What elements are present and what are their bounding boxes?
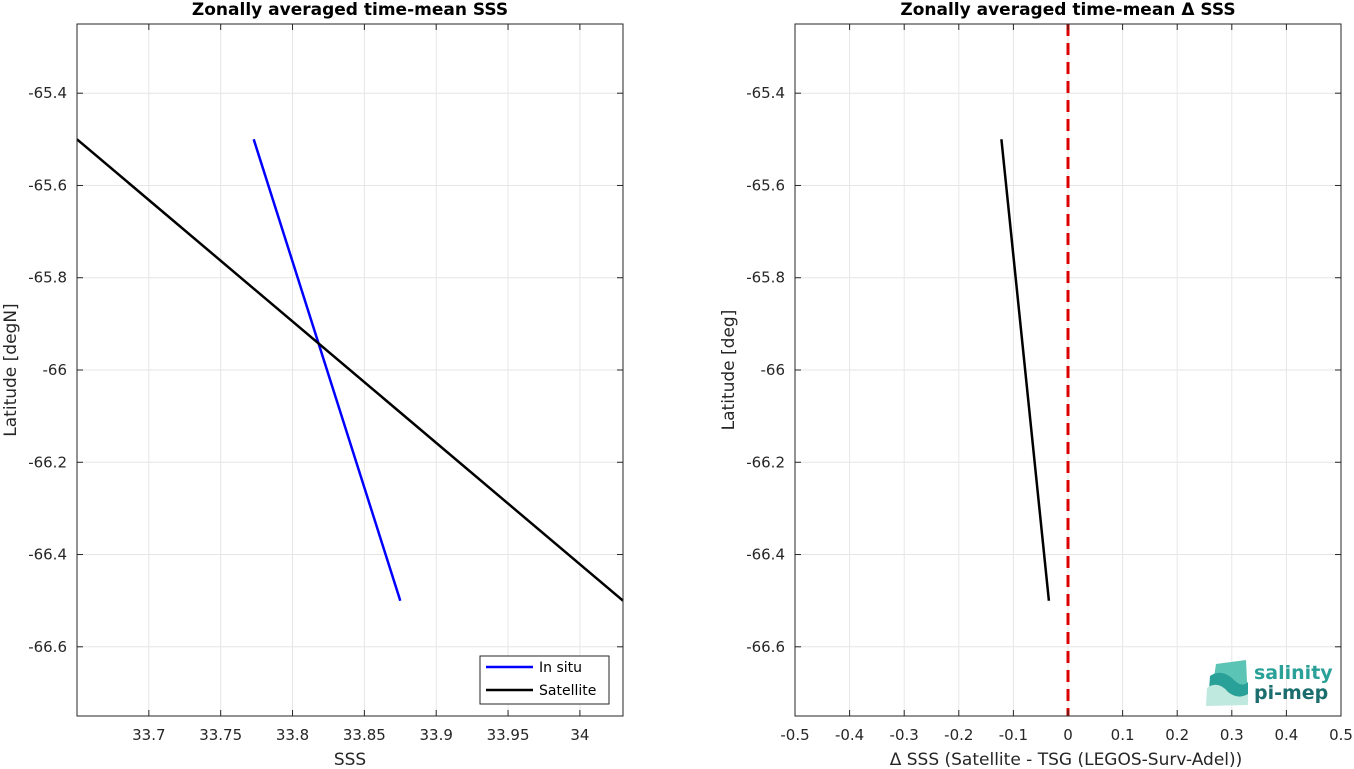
- legend-label-satellite: Satellite: [539, 683, 596, 699]
- right-y-tick-label: -66.6: [746, 638, 785, 656]
- series-line-delta-sss: [1000, 139, 1051, 601]
- left-y-tick-label: -65.8: [28, 269, 67, 287]
- left-chart-title: Zonally averaged time-mean SSS: [192, 0, 508, 20]
- right-x-tick-label: 0.4: [1274, 726, 1298, 744]
- right-x-tick-label: 0: [1063, 726, 1073, 744]
- right-plot-lines: [1000, 24, 1070, 716]
- right-x-tick-label: 0.3: [1220, 726, 1244, 744]
- left-x-axis-label: SSS: [334, 750, 366, 769]
- right-x-tick-label: 0.1: [1111, 726, 1135, 744]
- right-y-tick-label: -65.8: [746, 269, 785, 287]
- right-ticks: -0.5 -0.4 -0.3 -0.2 -0.1 0 0.1 0.2 0.3 0.4 0.5 -65.…: [746, 24, 1353, 744]
- legend-label-in-situ: In situ: [539, 660, 582, 676]
- right-x-tick-label: 0.5: [1329, 726, 1353, 744]
- left-y-tick-label: -66: [43, 361, 68, 379]
- left-plot-lines: [76, 138, 624, 602]
- left-x-tick-label: 33.75: [199, 726, 242, 744]
- right-x-tick-label: -0.5: [780, 726, 809, 744]
- logo-text-pi-mep: pi-mep: [1254, 682, 1328, 704]
- right-y-tick-label: -66.2: [746, 453, 785, 471]
- right-x-tick-label: -0.3: [890, 726, 919, 744]
- left-y-tick-label: -65.6: [28, 176, 67, 194]
- right-y-tick-label: -65.6: [746, 176, 785, 194]
- right-y-tick-label: -65.4: [746, 84, 785, 102]
- salinity-pi-mep-logo: salinity pi-mep: [1206, 660, 1333, 706]
- right-chart-title: Zonally averaged time-mean Δ SSS: [900, 0, 1235, 20]
- left-x-tick-label: 33.7: [132, 726, 165, 744]
- left-x-tick-label: 33.8: [276, 726, 309, 744]
- right-y-tick-label: -66: [761, 361, 786, 379]
- right-y-axis-label: Latitude [deg]: [719, 310, 739, 431]
- right-x-tick-label: -0.4: [835, 726, 864, 744]
- right-chart-panel: -0.5 -0.4 -0.3 -0.2 -0.1 0 0.1 0.2 0.3 0.4 0.5 -65.…: [719, 0, 1353, 769]
- right-x-tick-label: -0.2: [944, 726, 973, 744]
- logo-text-salinity: salinity: [1254, 662, 1333, 684]
- left-ticks: 33.7 33.75 33.8 33.85 33.9 33.95 34 -65.4 -65.6 -…: [28, 24, 623, 744]
- left-y-axis-label: Latitude [degN]: [1, 303, 21, 436]
- left-x-tick-label: 33.85: [343, 726, 386, 744]
- right-x-tick-label: -0.1: [999, 726, 1028, 744]
- right-x-axis-label: Δ SSS (Satellite - TSG (LEGOS-Surv-Adel)…: [890, 750, 1243, 769]
- left-legend: In situ Satellite: [479, 655, 610, 705]
- wave-logo-icon: [1206, 660, 1248, 706]
- left-x-tick-label: 33.9: [420, 726, 453, 744]
- left-x-tick-label: 33.95: [487, 726, 530, 744]
- legend-box: [479, 655, 610, 705]
- right-x-tick-label: 0.2: [1165, 726, 1189, 744]
- left-y-tick-label: -66.2: [28, 453, 67, 471]
- left-x-tick-label: 34: [570, 726, 589, 744]
- series-line-satellite: [76, 138, 624, 602]
- right-y-tick-label: -66.4: [746, 546, 785, 564]
- left-chart-panel: 33.7 33.75 33.8 33.85 33.9 33.95 34 -65.4 -65.6 -…: [1, 0, 624, 769]
- left-y-tick-label: -65.4: [28, 84, 67, 102]
- left-y-tick-label: -66.6: [28, 638, 67, 656]
- series-line-in-situ: [252, 138, 402, 602]
- left-y-tick-label: -66.4: [28, 546, 67, 564]
